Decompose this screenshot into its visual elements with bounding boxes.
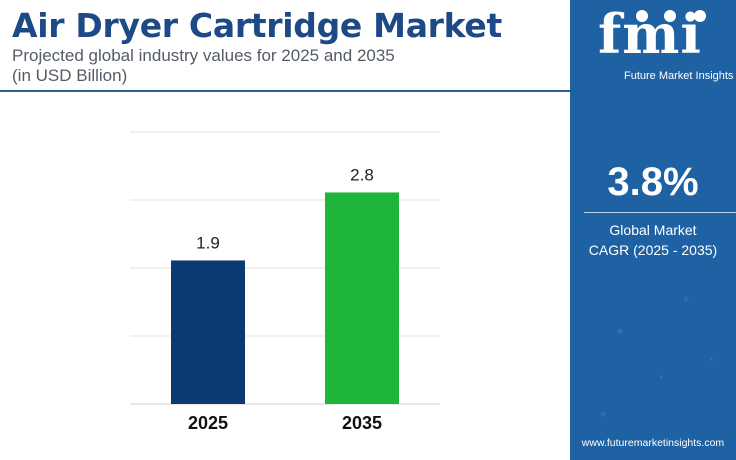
logo-dot-icon bbox=[694, 10, 706, 22]
header-divider bbox=[0, 90, 570, 92]
logo-tagline: Future Market Insights bbox=[624, 70, 734, 82]
data-label-2035: 2.8 bbox=[350, 165, 374, 184]
website-link[interactable]: www.futuremarketinsights.com bbox=[581, 437, 725, 449]
data-label-2025: 1.9 bbox=[196, 233, 220, 252]
x-tick-label-2035: 2035 bbox=[342, 413, 382, 433]
cagr-label: Global Market CAGR (2025 - 2035) bbox=[570, 220, 736, 260]
bar-2035 bbox=[325, 192, 399, 404]
logo-dot-icon bbox=[664, 10, 676, 22]
bar-chart: 1.9 2025 2.8 2035 bbox=[130, 131, 440, 433]
chart-subtitle: Projected global industry values for 202… bbox=[12, 46, 532, 86]
logo-dot-icon bbox=[636, 10, 648, 22]
bar-2025 bbox=[171, 260, 245, 404]
cagr-label-line-2: CAGR (2025 - 2035) bbox=[588, 242, 718, 258]
cagr-label-line-1: Global Market bbox=[609, 222, 697, 238]
subtitle-line-2: (in USD Billion) bbox=[12, 66, 128, 85]
chart-title: Air Dryer Cartridge Market bbox=[12, 6, 502, 45]
x-tick-label-2025: 2025 bbox=[188, 413, 228, 433]
fmi-logo: fmi Future Market Insights bbox=[598, 2, 733, 84]
sidebar-panel: fmi Future Market Insights 3.8% Global M… bbox=[570, 0, 736, 460]
cagr-divider bbox=[584, 212, 736, 213]
logo-wordmark: fmi bbox=[598, 2, 702, 66]
subtitle-line-1: Projected global industry values for 202… bbox=[12, 46, 395, 65]
cagr-value: 3.8% bbox=[607, 160, 699, 204]
